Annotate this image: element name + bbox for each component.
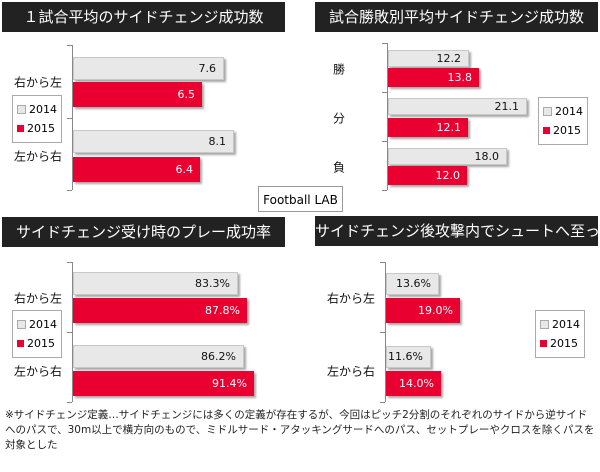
category-axis: [72, 45, 73, 190]
legend-item: 2014: [543, 102, 583, 121]
axis-tick: [382, 141, 387, 142]
category-axis: [387, 43, 388, 190]
legend-item: 2014: [17, 315, 57, 334]
axis-tick: [380, 402, 385, 403]
legend-swatch: [17, 105, 26, 114]
legend: 2014 2015: [12, 310, 62, 358]
legend-swatch: [543, 107, 552, 116]
category-label: 右から左: [14, 291, 63, 305]
category-label: 左から右: [14, 149, 63, 164]
chart-title: １試合平均のサイドチェンジ成功数: [2, 2, 285, 32]
data-label-bar-2015: 12.0: [388, 166, 467, 185]
chart-title: サイドチェンジ後攻撃内でシュートへ至った割合: [315, 216, 600, 246]
legend-label: 2014: [29, 103, 57, 116]
legend-item: 2015: [543, 121, 583, 140]
legend-swatch: [540, 320, 549, 329]
data-label-bar-2014: 18.0: [388, 148, 507, 165]
data-label-bar-2015: 12.1: [388, 118, 468, 137]
legend-swatch: [540, 340, 547, 347]
legend-item: 2014: [17, 100, 57, 119]
legend-label: 2015: [27, 122, 55, 135]
data-label-bar-2014: 86.2%: [73, 345, 244, 368]
axis-tick: [67, 262, 72, 263]
axis-tick: [380, 262, 385, 263]
legend-item: 2014: [540, 315, 580, 334]
legend: 2014 2015: [538, 97, 588, 145]
legend-label: 2014: [552, 318, 580, 331]
legend-swatch: [17, 320, 26, 329]
data-label-bar-2014: 12.2: [388, 50, 469, 67]
data-label-bar-2015: 91.4%: [73, 371, 254, 396]
axis-tick: [382, 43, 387, 44]
axis-tick: [67, 332, 72, 333]
legend-item: 2015: [17, 334, 57, 353]
legend-label: 2015: [27, 337, 55, 350]
legend-swatch: [543, 127, 550, 134]
axis-tick: [67, 402, 72, 403]
category-label: 右から左: [14, 75, 63, 90]
legend-label: 2014: [555, 105, 583, 118]
category-axis: [385, 262, 386, 402]
footnote: ※サイドチェンジ定義…サイドチェンジには多くの定義が存在するが、今回はピッチ2分…: [5, 409, 595, 451]
legend-item: 2015: [17, 119, 57, 138]
chart-title: サイドチェンジ受け時のプレー成功率: [2, 217, 285, 247]
data-label-bar-2015: 6.5: [73, 82, 202, 107]
data-label-bar-2015: 19.0%: [386, 298, 460, 323]
data-label-bar-2014: 21.1: [388, 98, 527, 115]
legend: 2014 2015: [535, 310, 585, 358]
data-label-bar-2015: 13.8: [388, 68, 479, 87]
data-label-bar-2015: 87.8%: [73, 298, 247, 323]
category-label: 左から右: [14, 364, 63, 378]
axis-tick: [382, 92, 387, 93]
category-label: 左から右: [327, 364, 376, 379]
category-label: 右から左: [327, 291, 376, 306]
legend-label: 2015: [553, 124, 581, 137]
data-label-bar-2015: 6.4: [73, 157, 200, 182]
data-label-bar-2014: 7.6: [73, 57, 224, 80]
axis-tick: [67, 45, 72, 46]
legend-label: 2014: [29, 318, 57, 331]
axis-tick: [382, 190, 387, 191]
football-lab-logo: Football LAB: [258, 186, 343, 212]
legend: 2014 2015: [12, 95, 62, 143]
axis-tick: [67, 118, 72, 119]
data-label-bar-2014: 13.6%: [386, 273, 439, 295]
legend-label: 2015: [550, 337, 578, 350]
chart-title: 試合勝敗別平均サイドチェンジ成功数: [315, 2, 598, 32]
category-label: 勝: [333, 62, 346, 76]
data-label-bar-2014: 8.1: [73, 130, 234, 153]
legend-swatch: [17, 340, 24, 347]
category-label: 分: [333, 111, 346, 125]
legend-swatch: [17, 125, 24, 132]
category-label: 負: [333, 160, 346, 174]
category-axis: [72, 262, 73, 402]
data-label-bar-2014: 83.3%: [73, 272, 238, 295]
data-label-bar-2015: 14.0%: [386, 371, 441, 396]
data-label-bar-2014: 11.6%: [386, 346, 431, 368]
legend-item: 2015: [540, 334, 580, 353]
axis-tick: [67, 190, 72, 191]
axis-tick: [380, 332, 385, 333]
